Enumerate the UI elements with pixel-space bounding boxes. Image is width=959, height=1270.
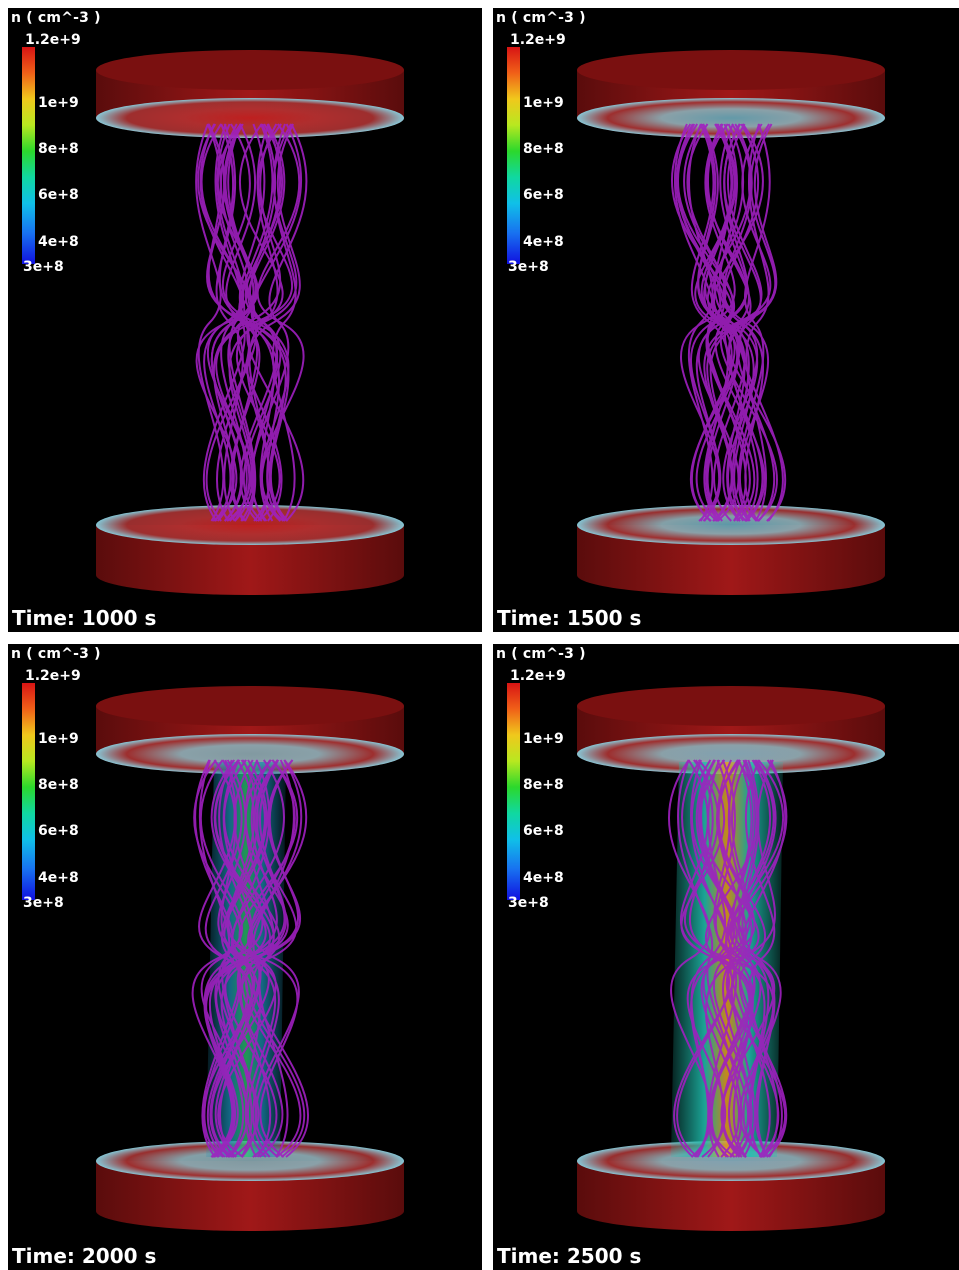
colorbar-min-label: 3e+8 — [508, 259, 549, 275]
colorbar-gradient — [22, 47, 35, 264]
flux-rope-render — [96, 686, 404, 1231]
colorbar-gradient — [507, 47, 520, 264]
colorbar-tick-label: 4e+8 — [523, 870, 564, 886]
time-label: Time: 1000 s — [12, 606, 157, 630]
colorbar-title: n ( cm^-3 ) — [11, 646, 101, 662]
colorbar-tick-label: 1e+9 — [38, 95, 79, 111]
colorbar-gradient — [507, 683, 520, 900]
flux-rope-render — [96, 50, 404, 595]
colorbar-tick-label: 1e+9 — [38, 731, 79, 747]
colorbar-gradient — [22, 683, 35, 900]
colorbar-tick-label: 6e+8 — [523, 823, 564, 839]
colorbar-min-label: 3e+8 — [23, 259, 64, 275]
colorbar-max-label: 1.2e+9 — [25, 32, 81, 48]
colorbar-min-label: 3e+8 — [508, 895, 549, 911]
simulation-panel-1500s: n ( cm^-3 ) 1.2e+9 1e+9 8e+8 6e+8 4e+8 3… — [493, 8, 959, 632]
simulation-panel-1000s: n ( cm^-3 ) 1.2e+9 1e+9 8e+8 6e+8 4e+8 3… — [8, 8, 482, 632]
colorbar-max-label: 1.2e+9 — [510, 668, 566, 684]
simulation-panel-2000s: n ( cm^-3 ) 1.2e+9 1e+9 8e+8 6e+8 4e+8 3… — [8, 644, 482, 1270]
colorbar-tick-label: 4e+8 — [38, 870, 79, 886]
colorbar-tick-label: 4e+8 — [38, 234, 79, 250]
colorbar-tick-label: 8e+8 — [38, 777, 79, 793]
colorbar-min-label: 3e+8 — [23, 895, 64, 911]
colorbar-title: n ( cm^-3 ) — [496, 10, 586, 26]
simulation-panel-2500s: n ( cm^-3 ) 1.2e+9 1e+9 8e+8 6e+8 4e+8 3… — [493, 644, 959, 1270]
colorbar-tick-label: 6e+8 — [523, 187, 564, 203]
colorbar-tick-label: 8e+8 — [38, 141, 79, 157]
colorbar-tick-label: 6e+8 — [38, 823, 79, 839]
colorbar-title: n ( cm^-3 ) — [496, 646, 586, 662]
colorbar-tick-label: 8e+8 — [523, 777, 564, 793]
colorbar-tick-label: 1e+9 — [523, 95, 564, 111]
flux-rope-render — [577, 686, 885, 1231]
flux-rope-render — [577, 50, 885, 595]
time-label: Time: 2500 s — [497, 1244, 642, 1268]
colorbar-title: n ( cm^-3 ) — [11, 10, 101, 26]
time-label: Time: 2000 s — [12, 1244, 157, 1268]
colorbar-max-label: 1.2e+9 — [510, 32, 566, 48]
colorbar-max-label: 1.2e+9 — [25, 668, 81, 684]
colorbar-tick-label: 4e+8 — [523, 234, 564, 250]
colorbar-tick-label: 6e+8 — [38, 187, 79, 203]
colorbar-tick-label: 8e+8 — [523, 141, 564, 157]
colorbar-tick-label: 1e+9 — [523, 731, 564, 747]
time-label: Time: 1500 s — [497, 606, 642, 630]
